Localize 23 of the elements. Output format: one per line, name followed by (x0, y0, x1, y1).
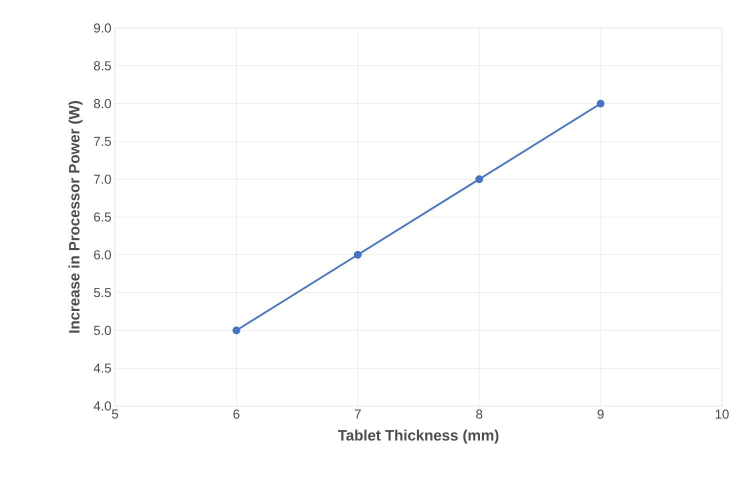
y-tick-label: 9.0 (94, 23, 111, 33)
x-tick-label: 6 (233, 410, 240, 419)
y-tick-label: 7.5 (94, 136, 111, 146)
x-tick-label: 9 (598, 410, 604, 419)
point (596, 100, 605, 108)
point (232, 326, 240, 334)
y-tick-label: 5.0 (94, 326, 111, 335)
y-tick-label: 5.5 (94, 288, 111, 298)
x-tick-label: 7 (354, 410, 361, 418)
x-tick-label: 10 (716, 410, 729, 419)
y-tick-label: 6.5 (94, 212, 111, 222)
y-tick-label: 4.0 (94, 401, 111, 411)
y-tick-label: 8.5 (94, 61, 111, 70)
y-tick-label: 7.0 (94, 174, 111, 184)
x-axis-title: Tablet Thickness (mm) (338, 430, 498, 444)
x-tick-label: 5 (112, 410, 118, 419)
y-axis-title: Increase in Processor Power (W) (68, 101, 83, 333)
point (475, 175, 484, 184)
y-tick-label: 4.5 (94, 364, 111, 373)
y-tick-label: 8.0 (94, 98, 111, 108)
point (354, 250, 362, 259)
y-tick-label: 6.0 (94, 250, 111, 260)
x-tick-label: 8 (476, 410, 482, 419)
